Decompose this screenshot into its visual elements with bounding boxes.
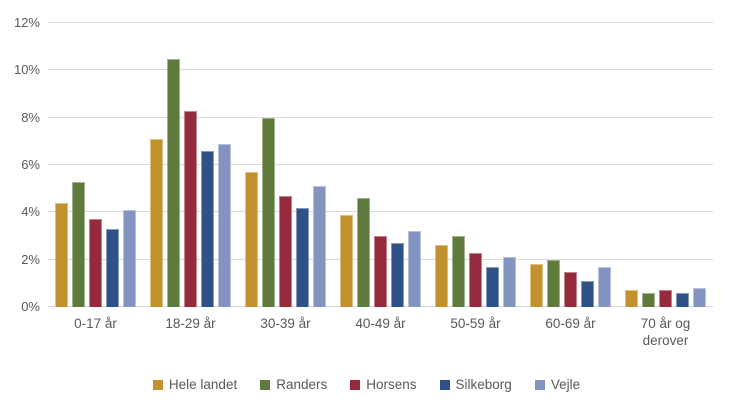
y-tick-label-10%: 10%	[13, 62, 40, 78]
bar-vejle-60-69-r	[598, 266, 611, 307]
x-tick-label-0-17-r: 0-17 år	[74, 316, 117, 331]
bar-randers-50-59-r	[452, 236, 465, 307]
legend-swatch-icon-randers	[260, 379, 271, 390]
bar-vejle-70-r-og-derover	[693, 288, 706, 307]
bar-horsens-18-29-r	[184, 110, 197, 307]
x-tick-label-50-59-r: 50-59 år	[450, 316, 501, 331]
y-tick-label-0%: 0%	[21, 299, 40, 314]
bar-horsens-60-69-r	[564, 271, 577, 307]
bar-vejle-50-59-r	[503, 257, 516, 307]
bar-silkeborg-18-29-r	[201, 150, 214, 307]
bar-group-0-17-r	[48, 23, 143, 307]
bar-randers-60-69-r	[547, 259, 560, 307]
bar-hele-landet-0-17-r	[55, 202, 68, 307]
bar-randers-70-r-og-derover	[642, 292, 655, 307]
x-axis: 0-17 år 18-29 år 30-39 år 40-49 år 50-59 år 6…	[48, 315, 713, 349]
bar-horsens-30-39-r	[279, 195, 292, 307]
bar-group-70-r-og-derover	[618, 23, 713, 307]
bar-vejle-40-49-r	[408, 231, 421, 307]
bar-randers-40-49-r	[357, 198, 370, 307]
bar-vejle-30-39-r	[313, 186, 326, 307]
bar-silkeborg-40-49-r	[391, 243, 404, 307]
bar-hele-landet-50-59-r	[435, 245, 448, 307]
legend-label-horsens: Horsens	[366, 377, 417, 392]
bar-hele-landet-30-39-r	[245, 172, 258, 307]
bar-silkeborg-0-17-r	[106, 228, 119, 307]
bar-silkeborg-70-r-og-derover	[676, 292, 689, 307]
legend-item-randers: Randers	[260, 377, 327, 392]
legend-item-hele-landet: Hele landet	[152, 377, 238, 392]
bar-randers-0-17-r	[72, 181, 85, 307]
legend-item-silkeborg: Silkeborg	[439, 377, 512, 392]
legend-item-vejle: Vejle	[534, 377, 581, 392]
bar-hele-landet-60-69-r	[530, 264, 543, 307]
bar-groups	[48, 23, 713, 307]
bar-group-50-59-r	[428, 23, 523, 307]
bar-hele-landet-40-49-r	[340, 214, 353, 307]
bar-horsens-0-17-r	[89, 219, 102, 307]
bar-horsens-50-59-r	[469, 252, 482, 307]
legend-swatch-icon-hele-landet	[152, 379, 163, 390]
bar-group-30-39-r	[238, 23, 333, 307]
bar-group-18-29-r	[143, 23, 238, 307]
x-tick-label-70-r-og-derover: 70 år og derover	[640, 316, 691, 348]
legend-label-hele-landet: Hele landet	[168, 377, 238, 392]
gridline-6%	[48, 164, 713, 165]
legend-swatch-icon-vejle	[534, 379, 545, 390]
bar-vejle-0-17-r	[123, 209, 136, 307]
bar-randers-18-29-r	[167, 58, 180, 307]
y-tick-label-2%: 2%	[21, 251, 40, 267]
y-tick-label-8%: 8%	[21, 109, 40, 125]
bar-group-60-69-r	[523, 23, 618, 307]
bar-hele-landet-70-r-og-derover	[625, 290, 638, 307]
plot-area: 0% 2% 4% 6% 8% 10% 12%	[14, 16, 713, 314]
legend-label-randers: Randers	[276, 377, 328, 392]
bar-horsens-70-r-og-derover	[659, 290, 672, 307]
bar-silkeborg-30-39-r	[296, 207, 309, 307]
y-tick-label-6%: 6%	[21, 157, 40, 172]
legend: Hele landet Randers Horsens Silkeborg Vejle	[0, 377, 733, 392]
x-tick-label-40-49-r: 40-49 år	[355, 316, 406, 331]
gridline-8%	[48, 116, 713, 118]
bar-horsens-40-49-r	[374, 236, 387, 307]
x-tick-label-30-39-r: 30-39 år	[260, 316, 311, 331]
gridline-10%	[48, 69, 713, 71]
bar-group-40-49-r	[333, 23, 428, 307]
bar-randers-30-39-r	[262, 117, 275, 307]
gridline-12%	[48, 22, 713, 23]
legend-swatch-icon-silkeborg	[439, 379, 450, 390]
bar-silkeborg-50-59-r	[486, 266, 499, 307]
bar-vejle-18-29-r	[218, 143, 231, 307]
legend-label-silkeborg: Silkeborg	[455, 377, 512, 392]
gridline-4%	[48, 211, 713, 213]
legend-swatch-icon-horsens	[350, 379, 361, 390]
bar-hele-landet-18-29-r	[150, 138, 163, 307]
legend-label-vejle: Vejle	[550, 377, 581, 392]
bar-silkeborg-60-69-r	[581, 280, 594, 307]
y-tick-label-12%: 12%	[13, 15, 40, 30]
legend-item-horsens: Horsens	[350, 377, 417, 392]
y-tick-label-4%: 4%	[21, 204, 40, 220]
x-tick-label-18-29-r: 18-29 år	[165, 316, 216, 331]
x-tick-label-60-69-r: 60-69 år	[545, 316, 596, 331]
